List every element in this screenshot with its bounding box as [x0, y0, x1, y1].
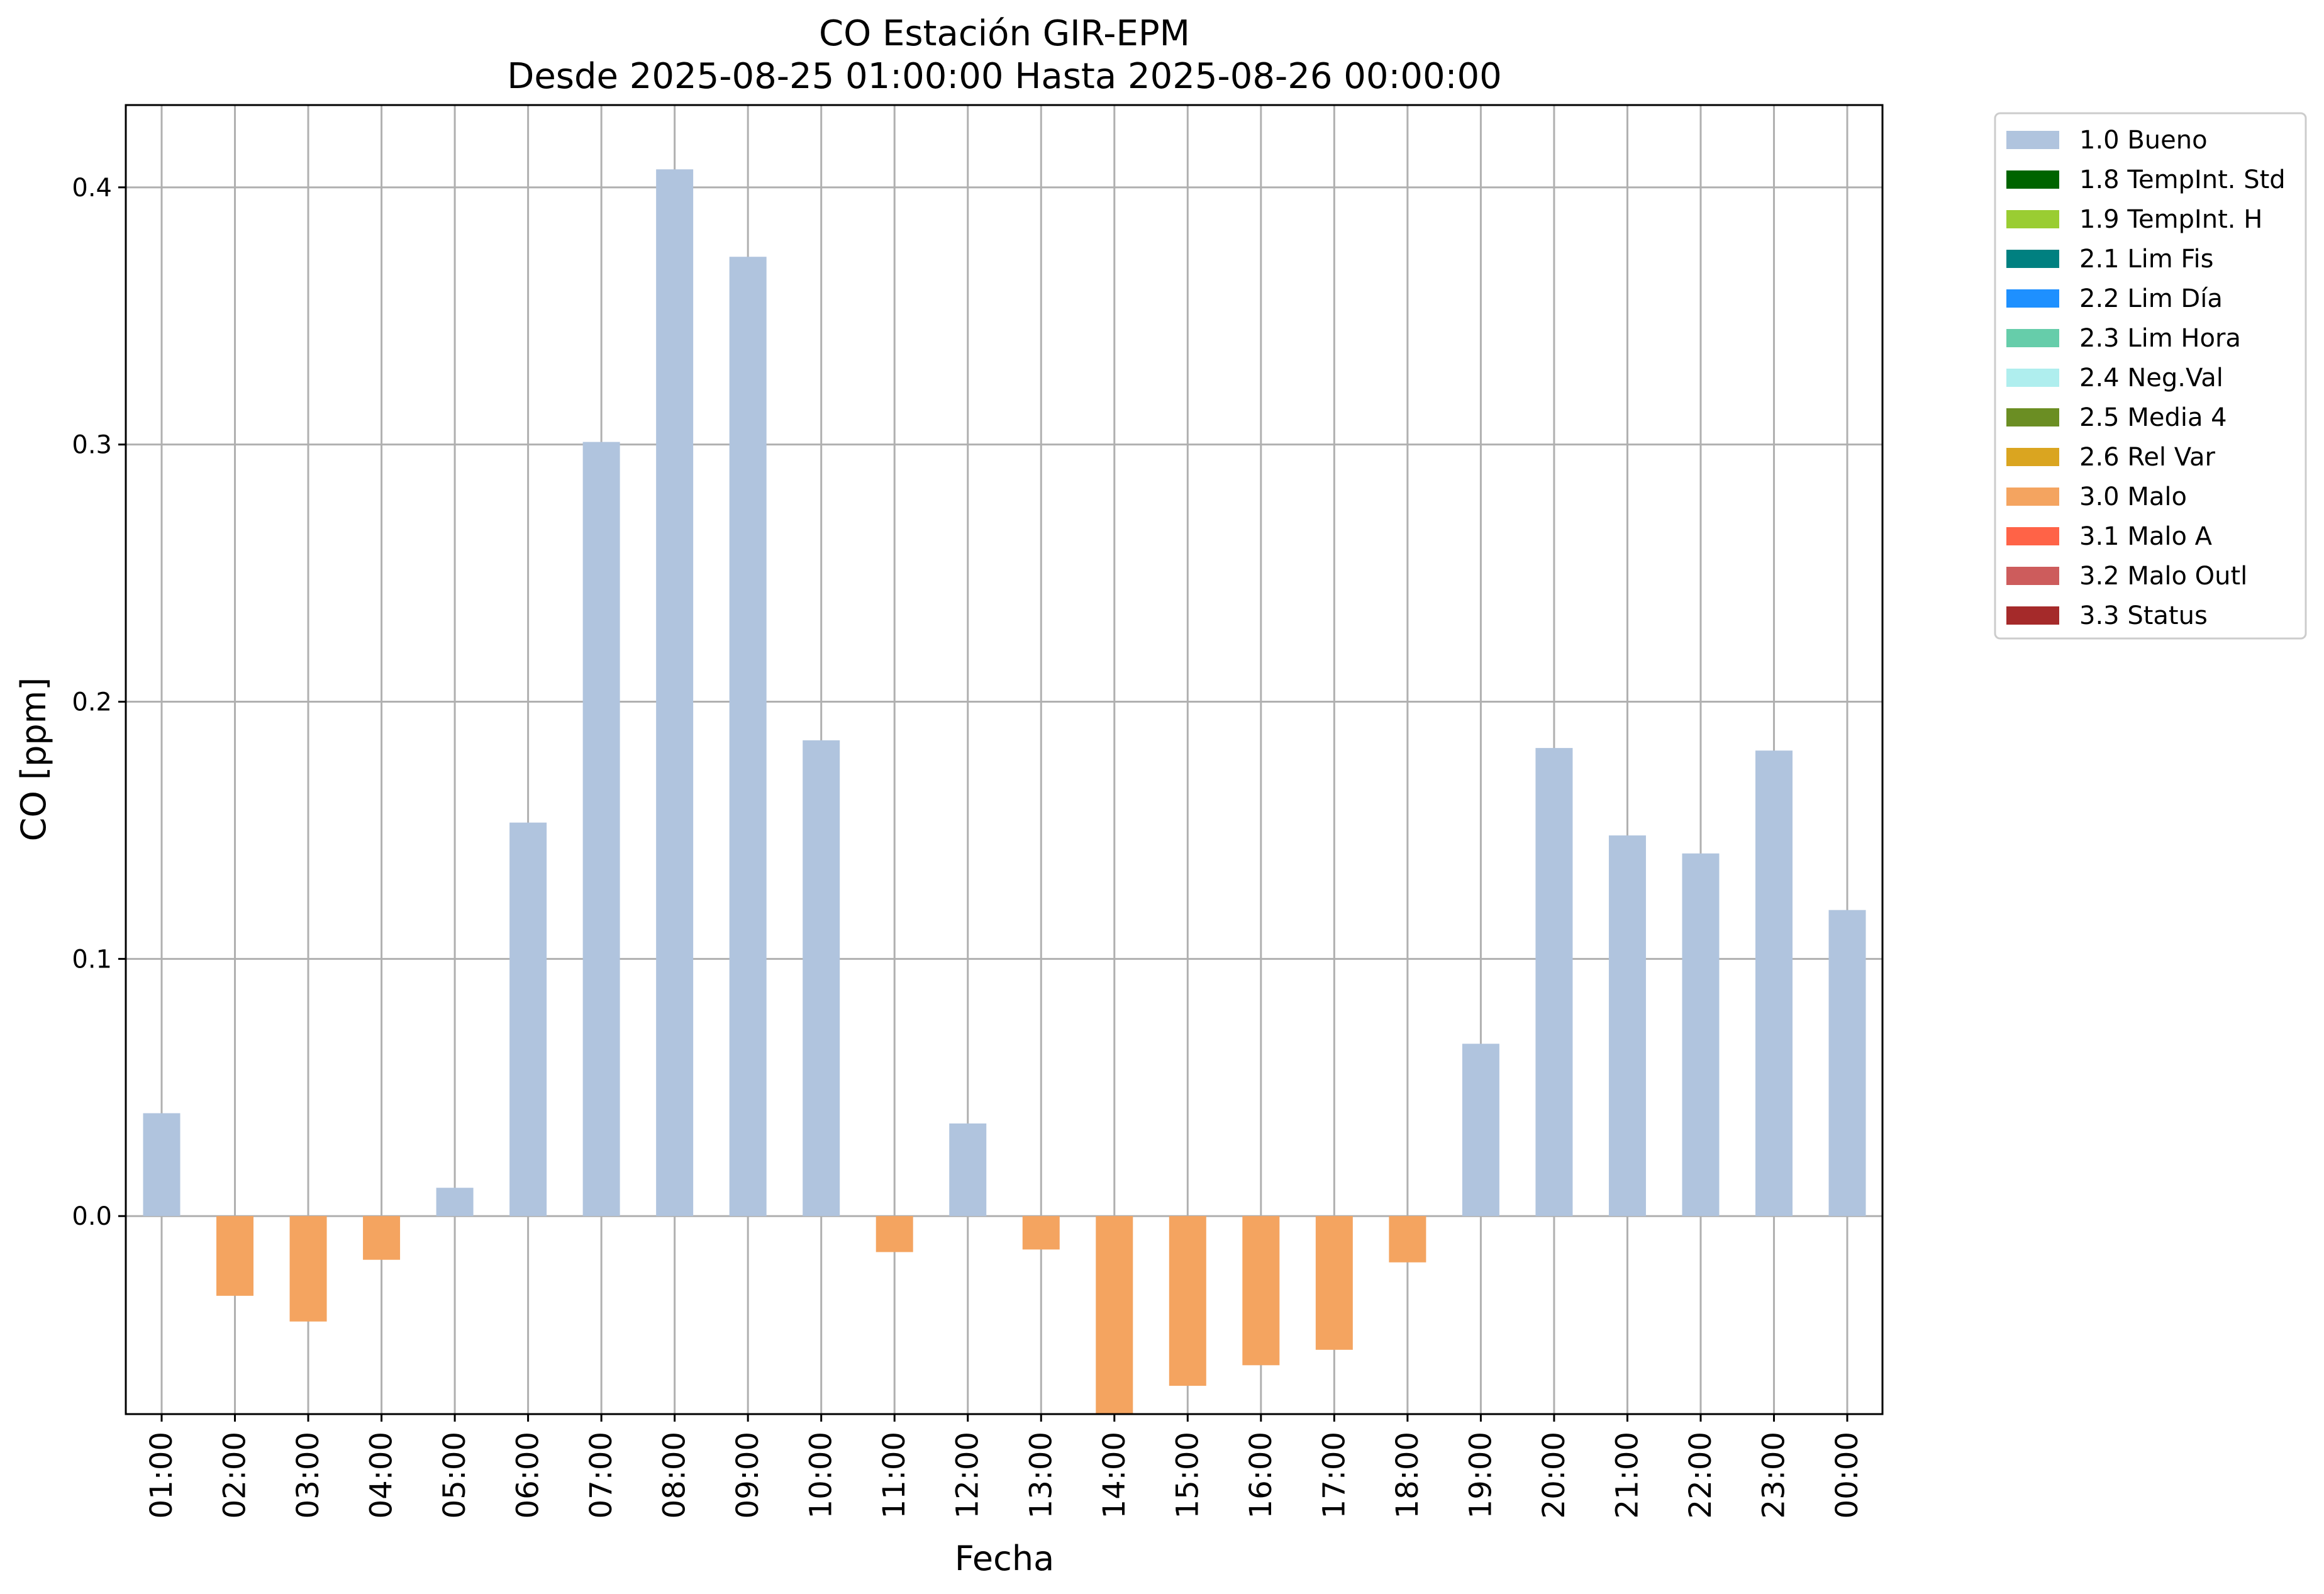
bar-0600 [509, 822, 547, 1217]
legend-label: 2.5 Media 4 [2079, 403, 2227, 432]
y-axis-label: CO [ppm] [14, 677, 53, 842]
x-tick-label: 22:00 [1683, 1432, 1718, 1519]
bar-1000 [803, 740, 840, 1217]
legend-label: 1.0 Bueno [2079, 126, 2208, 155]
bar-0300 [289, 1216, 327, 1322]
legend-swatch [2006, 369, 2059, 387]
x-tick-label: 08:00 [657, 1432, 692, 1519]
legend-label: 2.3 Lim Hora [2079, 324, 2241, 353]
x-tick-label: 18:00 [1390, 1432, 1425, 1519]
chart-title: CO Estación GIR-EPM [819, 13, 1190, 54]
x-tick-label: 16:00 [1243, 1432, 1279, 1519]
legend-swatch [2006, 408, 2059, 426]
x-tick-label: 09:00 [730, 1432, 765, 1519]
x-tick-label: 01:00 [144, 1432, 179, 1519]
y-tick-label: 0.2 [72, 688, 112, 717]
bar-1200 [949, 1123, 987, 1217]
y-tick-label: 0.1 [72, 945, 112, 974]
bar-2000 [1535, 748, 1573, 1217]
y-tick-label: 0.4 [72, 174, 112, 203]
bar-0000 [1828, 910, 1866, 1217]
x-tick-label: 10:00 [804, 1432, 839, 1519]
legend-swatch [2006, 606, 2059, 625]
legend-label: 3.0 Malo [2079, 482, 2187, 511]
bar-1900 [1462, 1044, 1499, 1217]
bar-0100 [143, 1113, 181, 1217]
x-tick-label: 00:00 [1830, 1432, 1865, 1519]
bar-0500 [436, 1188, 474, 1217]
legend-label: 2.2 Lim Día [2079, 284, 2223, 313]
x-tick-label: 17:00 [1316, 1432, 1352, 1519]
bar-2200 [1682, 853, 1720, 1217]
bar-1600 [1242, 1216, 1280, 1366]
x-tick-label: 06:00 [511, 1432, 546, 1519]
y-tick-label: 0.3 [72, 431, 112, 460]
bar-0700 [582, 442, 620, 1217]
x-axis-label: Fecha [955, 1539, 1054, 1578]
legend-swatch [2006, 329, 2059, 347]
x-tick-label: 20:00 [1537, 1432, 1572, 1519]
legend-label: 1.9 TempInt. H [2079, 205, 2262, 234]
legend-label: 3.2 Malo Outl [2079, 562, 2247, 591]
bar-1300 [1022, 1216, 1060, 1250]
legend-swatch [2006, 131, 2059, 149]
x-tick-label: 11:00 [877, 1432, 912, 1519]
legend-swatch [2006, 448, 2059, 466]
ticks-layer: 0.0 0.1 0.2 0.3 0.4 01:00 02:00 03:00 04:00 05:00… [72, 174, 1865, 1519]
legend-swatch [2006, 488, 2059, 506]
x-tick-label: 07:00 [584, 1432, 619, 1519]
legend-swatch [2006, 170, 2059, 189]
x-tick-label: 04:00 [364, 1432, 399, 1519]
x-tick-label: 19:00 [1463, 1432, 1498, 1519]
legend-label: 3.1 Malo A [2079, 522, 2213, 551]
chart-subtitle: Desde 2025-08-25 01:00:00 Hasta 2025-08-… [507, 56, 1502, 97]
legend-swatch [2006, 289, 2059, 308]
legend-swatch [2006, 250, 2059, 268]
legend-label: 3.3 Status [2079, 601, 2208, 630]
bar-1500 [1169, 1216, 1206, 1386]
x-tick-label: 23:00 [1756, 1432, 1791, 1519]
legend-swatch [2006, 567, 2059, 585]
x-tick-label: 13:00 [1023, 1432, 1059, 1519]
legend-label: 2.6 Rel Var [2079, 443, 2216, 472]
x-tick-label: 03:00 [291, 1432, 326, 1519]
bar-0400 [363, 1216, 401, 1260]
x-tick-label: 14:00 [1097, 1432, 1132, 1519]
legend: 1.0 Bueno 1.8 TempInt. Std 1.9 TempInt. H 2… [1994, 112, 2307, 640]
bar-2300 [1755, 750, 1793, 1217]
y-tick-label: 0.0 [72, 1202, 112, 1231]
x-tick-label: 12:00 [950, 1432, 986, 1519]
x-tick-label: 05:00 [437, 1432, 472, 1519]
bar-1800 [1389, 1216, 1426, 1262]
x-tick-label: 15:00 [1170, 1432, 1205, 1519]
bar-1700 [1315, 1216, 1353, 1350]
legend-box [1994, 112, 2307, 640]
plot-frame [125, 104, 1884, 1415]
legend-label: 1.8 TempInt. Std [2079, 165, 2286, 194]
legend-label: 2.4 Neg.Val [2079, 364, 2223, 393]
x-tick-label: 02:00 [218, 1432, 253, 1519]
bar-0900 [729, 257, 767, 1217]
bars-layer [143, 169, 1866, 1414]
bar-2100 [1608, 835, 1646, 1217]
legend-swatch [2006, 210, 2059, 228]
bar-1400 [1096, 1216, 1133, 1414]
legend-label: 2.1 Lim Fis [2079, 245, 2213, 274]
bar-0200 [216, 1216, 254, 1296]
bar-1100 [876, 1216, 913, 1252]
legend-swatch [2006, 527, 2059, 545]
x-tick-label: 21:00 [1610, 1432, 1645, 1519]
bar-0800 [656, 169, 694, 1217]
